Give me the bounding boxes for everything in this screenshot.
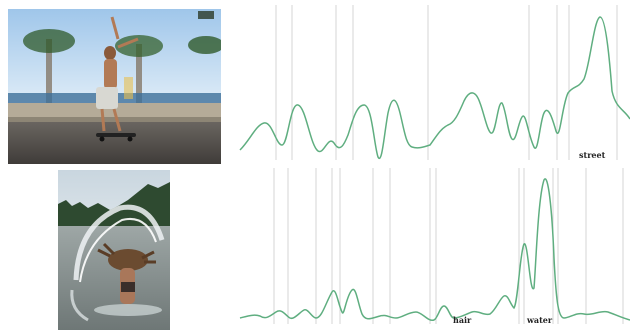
attention-curve bbox=[239, 178, 630, 321]
hair-flip-water-photo bbox=[58, 170, 170, 330]
word-label-water: water bbox=[526, 315, 553, 325]
attention-plot-2: hair water bbox=[239, 168, 630, 330]
skateboarder-photo bbox=[8, 9, 221, 164]
word-label-street: street bbox=[579, 150, 606, 160]
attention-curve bbox=[239, 16, 630, 160]
attention-plot-1: street bbox=[239, 5, 630, 165]
word-label-hair: hair bbox=[453, 315, 472, 325]
